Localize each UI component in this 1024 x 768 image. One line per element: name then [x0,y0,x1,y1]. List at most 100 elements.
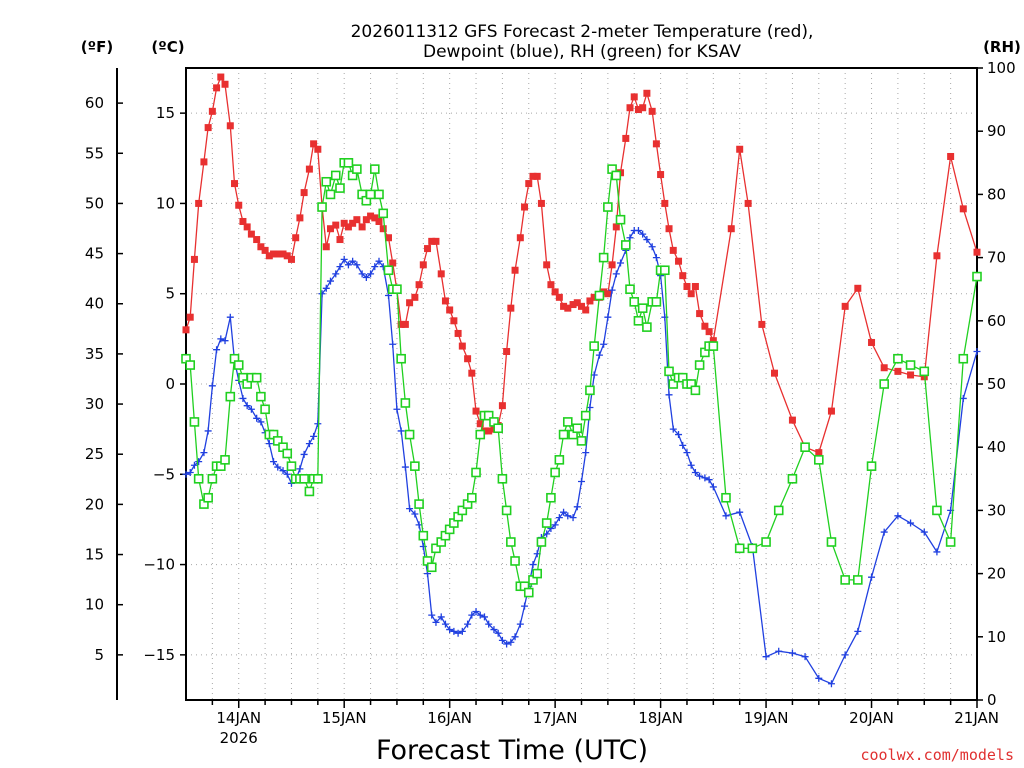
temperature-point [314,145,322,153]
temperature-point [300,189,308,197]
fahrenheit-tick-label: 55 [85,144,104,162]
temperature-point [533,172,541,180]
temperature-point [336,236,344,244]
rh-point [523,587,534,598]
series-dewpoint [182,227,981,688]
fahrenheit-tick-label: 50 [85,194,104,212]
rh-point [286,461,297,471]
dewpoint-point [344,261,352,269]
dewpoint-point [665,391,673,399]
celsius-tick-label: 10 [156,194,175,212]
rh-point [532,568,543,579]
rh-point [431,543,441,554]
dewpoint-point [322,284,330,292]
rh-point [734,543,745,554]
celsius-axis-ticks: 15 10 5 0 −5 −10 −15 [143,104,186,664]
rh-point [660,265,670,276]
rh-point [317,202,327,212]
rh-point [773,505,784,516]
temperature-point [590,293,598,301]
dewpoint-point [213,346,221,354]
temperature-point [555,293,563,301]
dewpoint-point [450,627,458,635]
temperature-point [257,243,265,251]
rh-point [426,562,437,573]
temperature-point [854,284,862,292]
temperature-point [626,104,634,112]
temperature-point [362,216,370,224]
temperature-point [221,80,229,88]
temperature-point [551,288,559,296]
dewpoint-point [253,414,261,422]
temperature-point [880,364,888,372]
dewpoint-point [529,561,537,569]
rh-point [383,265,394,276]
rh-point [352,164,362,174]
rh-point [576,436,587,446]
temperature-point [569,301,577,309]
dewpoint-point [393,405,401,413]
temperature-point [894,367,902,375]
rh-point [493,423,503,434]
temperature-point [265,252,273,260]
temperature-point [907,371,915,379]
dewpoint-point [195,458,203,466]
rh-point [932,505,942,516]
dewpoint-point [687,461,695,469]
temperature-point [788,416,796,424]
temperature-point [243,223,251,231]
fahrenheit-tick-label: 30 [85,395,104,413]
temperature-point [639,104,647,112]
temperature-point [657,171,665,179]
rh-point [615,214,626,225]
temperature-point [428,237,436,245]
dewpoint-point [648,243,656,251]
dewpoint-point [933,548,941,556]
temperature-point [573,299,581,307]
celsius-tick-label: −10 [143,556,175,574]
fahrenheit-tick-label: 35 [85,345,104,363]
fahrenheit-tick-label: 15 [85,546,104,564]
dewpoint-point [296,465,304,473]
dewpoint-point [643,236,651,244]
temperature-point [379,225,387,233]
series-rh [181,158,982,598]
x-tick-label: 20JAN [849,709,894,727]
rh-point [550,467,560,478]
rh-point [189,417,200,427]
temperature-point [190,255,198,263]
dewpoint-point [762,653,770,661]
temperature-point [446,306,454,314]
temperature-point [367,212,375,220]
rh-point [471,467,481,478]
dewpoint-point [626,234,634,242]
temperature-point [476,420,484,428]
dewpoint-point [437,613,445,621]
fahrenheit-unit-label: (ºF) [81,38,113,56]
rh-tick-label: 70 [987,249,1006,267]
temperature-point [709,337,717,345]
rh-point [558,429,569,440]
x-tick-label: 14JAN [216,709,261,727]
dewpoint-point [490,626,498,634]
celsius-tick-label: −5 [153,465,175,483]
dewpoint-point [973,347,981,355]
temperature-point [441,297,449,305]
dewpoint-point [239,394,247,402]
temperature-point [305,165,313,173]
temperature-point [933,252,941,260]
rh-tick-label: 100 [987,59,1016,77]
rh-point [404,429,415,440]
dewpoint-point [406,505,414,513]
temperature-point [296,214,304,222]
dewpoint-point [788,649,796,657]
rh-point [562,417,573,427]
temperature-point [648,107,656,115]
rh-point [396,353,406,364]
dewpoint-point [555,514,563,522]
dewpoint-point [367,270,375,278]
dewpoint-point [340,255,348,263]
rh-point [536,537,547,547]
temperature-point [564,304,572,312]
rh-point [554,455,565,465]
